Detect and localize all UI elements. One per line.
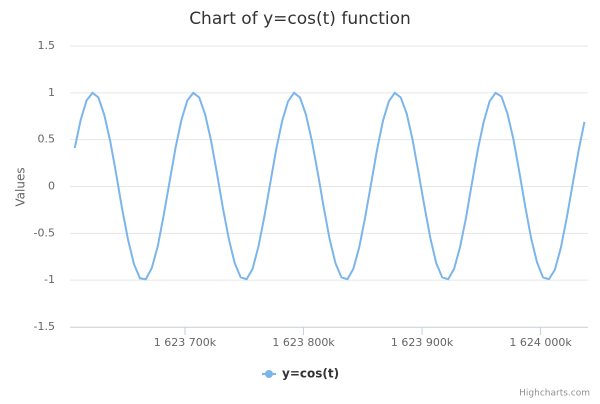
x-tick-label: 1 623 900k [391,336,454,349]
y-tick-label: 1.5 [38,39,56,52]
y-tick-label: 0.5 [38,133,56,146]
x-tick-label: 1 624 000k [509,336,572,349]
y-tick-label: -1.5 [34,320,55,333]
credits[interactable]: Highcharts.com [519,389,590,399]
y-axis-title: Values [14,167,28,206]
series-line [73,91,586,281]
legend-symbol[interactable] [265,370,273,378]
x-tick-label: 1 623 800k [272,336,335,349]
y-tick-label: 0 [48,180,55,193]
y-tick-label: -1 [44,273,55,286]
y-tick-label: 1 [48,86,55,99]
legend-item[interactable]: y=cos(t) [282,367,339,381]
chart-title: Chart of y=cos(t) function [189,9,411,29]
y-tick-label: -0.5 [34,226,55,239]
x-tick-label: 1 623 700k [154,336,217,349]
